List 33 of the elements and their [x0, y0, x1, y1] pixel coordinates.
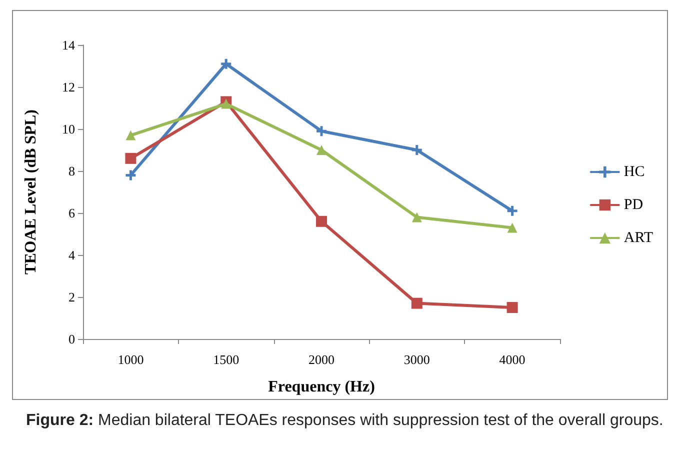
point — [507, 222, 518, 233]
x-tick-label: 2000 — [308, 352, 334, 367]
x-tick-label: 3000 — [404, 352, 430, 367]
point — [316, 126, 326, 136]
point — [126, 130, 136, 140]
y-tick-label: 10 — [62, 122, 75, 136]
point — [412, 212, 422, 222]
point — [411, 298, 422, 309]
point — [412, 145, 422, 155]
point — [316, 145, 326, 155]
x-tick-label: 1000 — [118, 352, 144, 367]
point — [507, 206, 518, 216]
y-tick-label: 6 — [68, 206, 76, 220]
x-axis-title: Frequency (Hz) — [268, 378, 375, 396]
legend-label: HC — [624, 164, 645, 180]
point — [316, 216, 327, 227]
y-tick-label: 8 — [68, 164, 75, 178]
legend-label: PD — [624, 197, 644, 213]
y-tick-label: 0 — [68, 332, 75, 346]
x-tick-label: 4000 — [499, 352, 526, 367]
point — [506, 302, 518, 313]
y-axis-title: TEOAE Level (dB SPL) — [22, 110, 40, 274]
point — [221, 58, 232, 69]
legend-label: ART — [624, 230, 654, 246]
y-tick-label: 2 — [68, 290, 75, 304]
y-tick-label: 12 — [62, 80, 75, 94]
point — [221, 98, 232, 109]
point — [126, 170, 136, 180]
caption: Figure 2: Median bilateral TEOAEs responses with suppression test of the overall groups. — [26, 411, 664, 431]
x-tick-label: 1500 — [213, 352, 240, 367]
y-tick-label: 4 — [68, 248, 76, 262]
point — [125, 152, 136, 164]
y-tick-label: 14 — [62, 38, 76, 52]
